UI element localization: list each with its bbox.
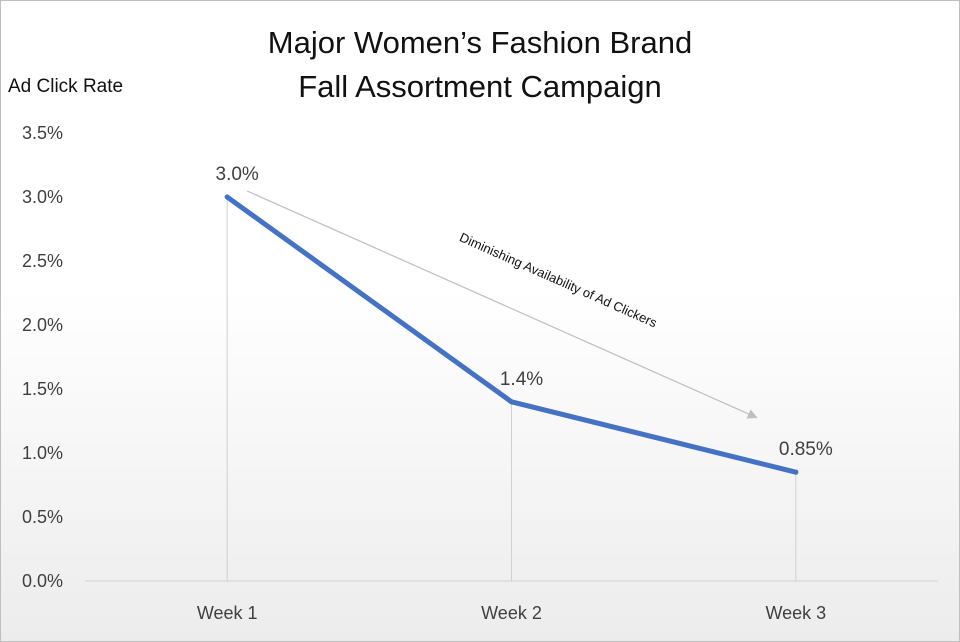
y-tick-labels: 0.0% 0.5% 1.0% 1.5% 2.0% 2.5% 3.0% 3.5% xyxy=(22,123,63,591)
y-tick-label: 3.0% xyxy=(22,187,63,207)
chart-title-line-2: Fall Assortment Campaign xyxy=(298,69,662,104)
annotation-arrow xyxy=(246,190,758,419)
y-tick-label: 0.0% xyxy=(22,571,63,591)
drop-lines xyxy=(226,197,797,581)
data-label: 1.4% xyxy=(500,369,543,390)
y-tick-label: 1.5% xyxy=(22,379,63,399)
y-tick-label: 1.0% xyxy=(22,443,63,463)
chart-title-line-1: Major Women’s Fashion Brand xyxy=(268,25,692,60)
y-tick-label: 3.5% xyxy=(22,123,63,143)
data-point xyxy=(509,399,514,405)
y-tick-label: 2.0% xyxy=(22,315,63,335)
data-point xyxy=(793,469,799,475)
x-tick-label: Week 2 xyxy=(481,603,542,623)
x-tick-label: Week 3 xyxy=(765,603,826,623)
x-tick-labels: Week 1 Week 2 Week 3 xyxy=(197,603,826,623)
y-tick-label: 2.5% xyxy=(22,251,63,271)
data-point xyxy=(224,194,230,200)
annotation-text: Diminishing Availability of Ad Clickers xyxy=(457,230,659,331)
y-axis-label: Ad Click Rate xyxy=(8,76,123,97)
data-label: 0.85% xyxy=(779,439,833,460)
series-group xyxy=(224,194,799,475)
data-labels: 3.0% 1.4% 0.85% xyxy=(216,164,833,460)
y-tick-label: 0.5% xyxy=(22,507,63,527)
x-tick-label: Week 1 xyxy=(197,603,258,623)
data-label: 3.0% xyxy=(216,164,259,185)
